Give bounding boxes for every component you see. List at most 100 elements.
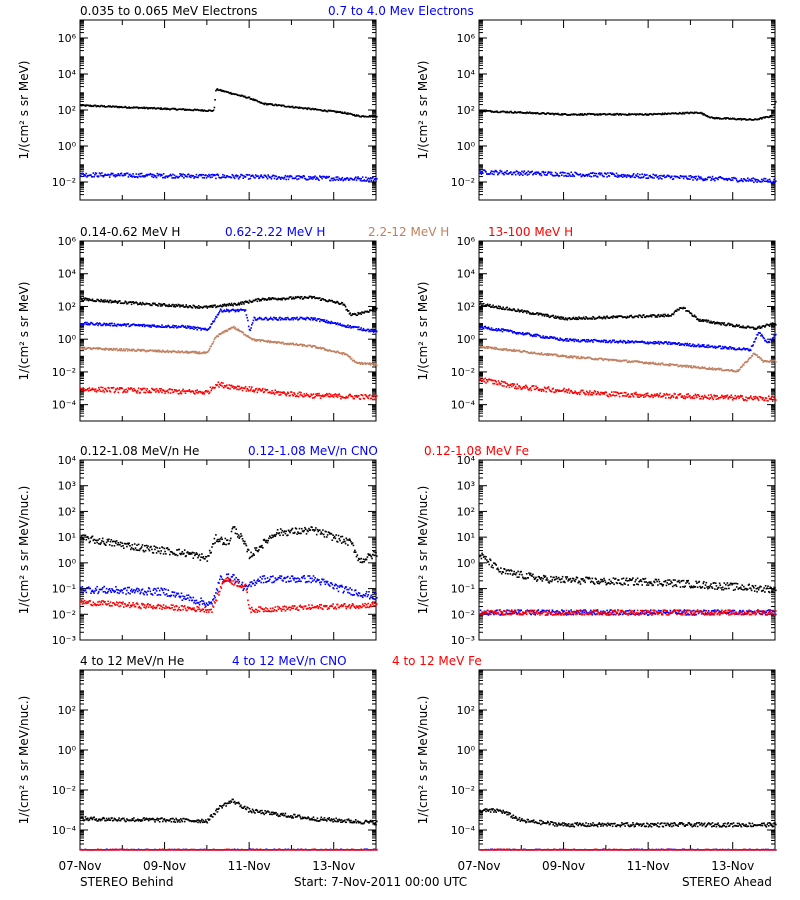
data-point	[331, 299, 334, 302]
data-point	[315, 393, 317, 395]
data-point	[652, 173, 654, 176]
data-point	[735, 323, 738, 326]
data-point	[539, 173, 541, 176]
data-point	[697, 343, 700, 346]
data-point	[743, 347, 745, 349]
data-point	[770, 115, 772, 118]
data-point	[244, 310, 246, 312]
data-point	[723, 346, 726, 349]
data-point	[576, 317, 579, 319]
data-point	[660, 174, 662, 177]
data-point	[504, 348, 507, 351]
data-point	[678, 344, 681, 346]
data-point	[652, 361, 654, 364]
data-point	[512, 308, 515, 310]
data-point	[614, 315, 616, 318]
data-point	[226, 308, 228, 311]
data-point	[80, 387, 82, 389]
data-point	[577, 318, 579, 321]
data-point	[482, 172, 484, 174]
data-point	[233, 177, 236, 180]
data-point	[127, 387, 130, 389]
data-point	[513, 348, 515, 351]
data-point	[130, 174, 133, 177]
data-point	[518, 171, 520, 174]
data-point	[210, 389, 212, 392]
data-point	[689, 178, 691, 180]
data-point	[237, 310, 240, 313]
data-point	[147, 324, 150, 327]
data-point	[568, 340, 570, 342]
data-point	[292, 296, 294, 299]
data-point	[282, 341, 284, 344]
data-point	[746, 347, 749, 350]
data-point	[83, 389, 86, 392]
data-point	[502, 328, 504, 330]
data-point	[203, 393, 205, 395]
data-point	[750, 357, 752, 359]
data-point	[671, 313, 673, 316]
data-point	[564, 355, 566, 357]
data-point	[632, 113, 634, 115]
data-point	[295, 317, 298, 320]
data-point	[203, 177, 205, 179]
data-point	[682, 175, 684, 178]
data-point	[145, 389, 148, 392]
data-point	[744, 179, 747, 181]
data-point	[683, 344, 686, 347]
data-point	[190, 176, 192, 179]
data-point	[692, 366, 694, 369]
data-point	[676, 343, 679, 346]
data-point	[217, 335, 220, 338]
data-point	[124, 174, 127, 176]
data-point	[273, 317, 276, 319]
data-point	[501, 330, 504, 333]
data-point	[741, 365, 743, 368]
data-point	[199, 327, 202, 329]
data-point	[632, 340, 634, 343]
data-point	[301, 316, 303, 319]
data-point	[165, 108, 168, 111]
data-point	[92, 105, 95, 108]
data-point	[297, 395, 300, 398]
data-point	[669, 364, 672, 367]
data-point	[728, 324, 731, 327]
data-point	[313, 295, 316, 298]
data-point	[302, 298, 305, 300]
data-point	[255, 387, 258, 390]
data-point	[309, 319, 312, 321]
data-point	[101, 175, 104, 177]
data-point	[222, 176, 225, 178]
data-point	[657, 176, 659, 178]
data-point	[661, 362, 664, 364]
data-point	[277, 319, 280, 321]
data-point	[657, 362, 660, 365]
data-point	[713, 178, 715, 180]
data-point	[321, 177, 323, 180]
data-point	[742, 180, 744, 183]
data-point	[257, 339, 259, 341]
data-point	[569, 318, 572, 321]
data-point	[629, 176, 632, 179]
data-point	[589, 175, 591, 177]
data-point	[538, 172, 540, 175]
data-point	[545, 353, 547, 356]
data-point	[696, 318, 699, 320]
data-point	[739, 117, 742, 120]
data-point	[267, 174, 269, 176]
data-point	[366, 179, 369, 181]
data-point	[628, 341, 630, 344]
data-point	[608, 112, 611, 115]
data-point	[740, 326, 743, 328]
data-point	[256, 300, 259, 303]
data-point	[564, 317, 567, 319]
data-point	[658, 343, 661, 345]
data-point	[657, 313, 660, 316]
data-point	[667, 343, 669, 345]
data-point	[358, 115, 361, 118]
data-point	[551, 354, 554, 357]
data-point	[146, 174, 148, 177]
data-point	[219, 88, 222, 91]
data-point	[195, 173, 198, 176]
data-point	[83, 299, 86, 301]
